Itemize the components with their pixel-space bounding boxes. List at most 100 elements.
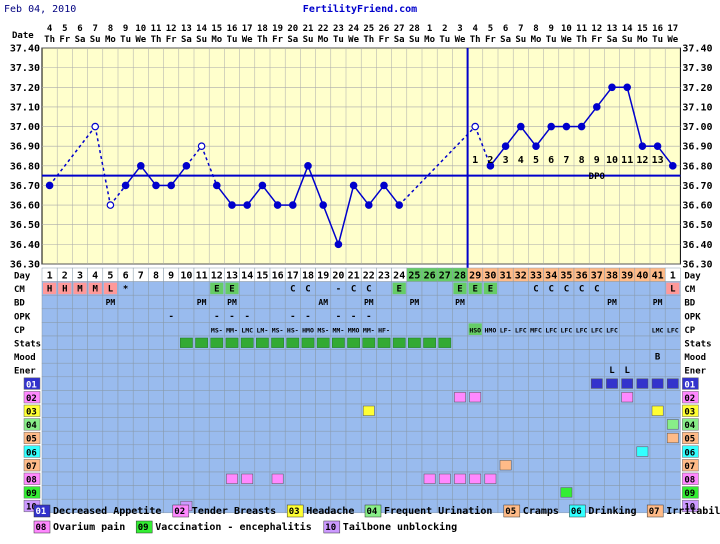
- table-cell: [634, 294, 651, 310]
- cp-value: LMC: [652, 326, 664, 334]
- table-cell: [193, 376, 210, 391]
- symptom-marker: [484, 473, 497, 484]
- table-cell: [224, 362, 240, 378]
- table-cell: [41, 444, 58, 459]
- table-cell: [163, 335, 180, 350]
- date-day-label: 5: [62, 24, 67, 34]
- symptom-code-badge-left: [23, 445, 41, 458]
- row-label-right: 07: [684, 462, 695, 472]
- table-cell: [163, 349, 180, 364]
- cp-value: LMC: [241, 326, 253, 334]
- legend-swatch: [33, 504, 51, 518]
- table-cell: [72, 335, 88, 350]
- cycle-day-label: 32: [515, 271, 527, 282]
- dpo-label: 7: [563, 155, 569, 166]
- row-label-left: Stats: [14, 340, 41, 350]
- date-weekday-label: Mo: [211, 35, 222, 45]
- legend-label: Irritability: [666, 505, 720, 517]
- table-cell: [269, 444, 286, 459]
- symptom-code-badge-right: [682, 472, 699, 485]
- table-cell: [345, 444, 362, 459]
- table-cell: [148, 430, 164, 446]
- table-cell: [117, 471, 134, 486]
- table-cell: [132, 390, 149, 405]
- table-cell: [193, 444, 210, 459]
- table-cell: [345, 349, 362, 364]
- row-label-right: 03: [684, 408, 695, 418]
- table-cell: [56, 362, 73, 378]
- table-cell: [193, 322, 210, 337]
- table-cell: [345, 485, 362, 500]
- date-day-label: 4: [47, 24, 53, 34]
- date-weekday-label: Th: [363, 35, 374, 45]
- table-cell: [604, 430, 620, 446]
- table-cell: [604, 471, 620, 486]
- header-site[interactable]: FertilityFriend.com: [303, 3, 417, 15]
- table-cell: [72, 390, 88, 405]
- table-cell: [208, 417, 225, 432]
- cycle-day-label: 41: [652, 271, 664, 282]
- table-cell: [102, 471, 119, 486]
- table-cell: [649, 335, 666, 350]
- cycle-day-label: 17: [287, 271, 299, 282]
- table-cell: [56, 458, 73, 473]
- date-weekday-label: Su: [622, 35, 633, 45]
- table-cell: [193, 458, 210, 473]
- dpo-label: 9: [594, 155, 600, 166]
- bd-value: PM: [410, 298, 420, 307]
- table-cell: [330, 390, 347, 405]
- table-cell: [163, 376, 180, 391]
- table-cell: [254, 403, 271, 418]
- table-cell: [315, 362, 332, 378]
- table-cell: [391, 444, 408, 459]
- cp-value: HF-: [378, 326, 390, 334]
- table-cell: [528, 403, 544, 418]
- cm-value: C: [548, 285, 553, 295]
- table-cell: [573, 362, 590, 378]
- table-cell: [72, 444, 88, 459]
- table-cell: [619, 322, 636, 337]
- table-cell: [345, 417, 362, 432]
- table-cell: [604, 403, 620, 418]
- table-cell: [467, 417, 484, 432]
- y-tick-label-left: 36.80: [10, 161, 40, 172]
- table-cell: [208, 430, 225, 446]
- table-cell: [208, 458, 225, 473]
- table-cell: [436, 458, 453, 473]
- table-cell: [117, 417, 134, 432]
- temp-line-segment: [261, 184, 279, 206]
- cp-value: LF-: [500, 326, 512, 334]
- cycle-day-label: 23: [378, 271, 390, 282]
- y-tick-label-left: 36.30: [10, 260, 40, 271]
- table-cell: [558, 471, 575, 486]
- cp-value: HMO: [302, 326, 314, 334]
- table-cell: [376, 376, 392, 391]
- table-cell: [619, 417, 636, 432]
- table-cell: [360, 362, 377, 378]
- cm-highlight: [453, 282, 467, 295]
- date-weekday-label: We: [135, 35, 146, 45]
- ener-value: L: [624, 366, 630, 376]
- cycle-day-label: 7: [138, 271, 144, 282]
- table-cell: [467, 444, 484, 459]
- table-cell: [315, 403, 332, 418]
- table-cell: [269, 362, 286, 378]
- table-cell: [345, 471, 362, 486]
- table-cell: [619, 308, 636, 323]
- date-day-label: 2: [442, 24, 447, 34]
- symptom-marker: [636, 378, 649, 389]
- y-tick-label-right: 36.70: [682, 181, 712, 192]
- table-cell: [452, 444, 468, 459]
- table-cell: [72, 362, 88, 378]
- cycle-day-label: 3: [77, 271, 83, 282]
- table-cell: [41, 458, 58, 473]
- row-label-left: BD: [14, 299, 25, 309]
- table-cell: [634, 349, 651, 364]
- table-cell: [436, 362, 453, 378]
- table-cell: [41, 308, 58, 323]
- table-cell: [117, 335, 134, 350]
- mood-value: B: [655, 353, 661, 363]
- table-cell: [117, 485, 134, 500]
- table-cell: [117, 458, 134, 473]
- legend-label: Drinking: [588, 505, 636, 517]
